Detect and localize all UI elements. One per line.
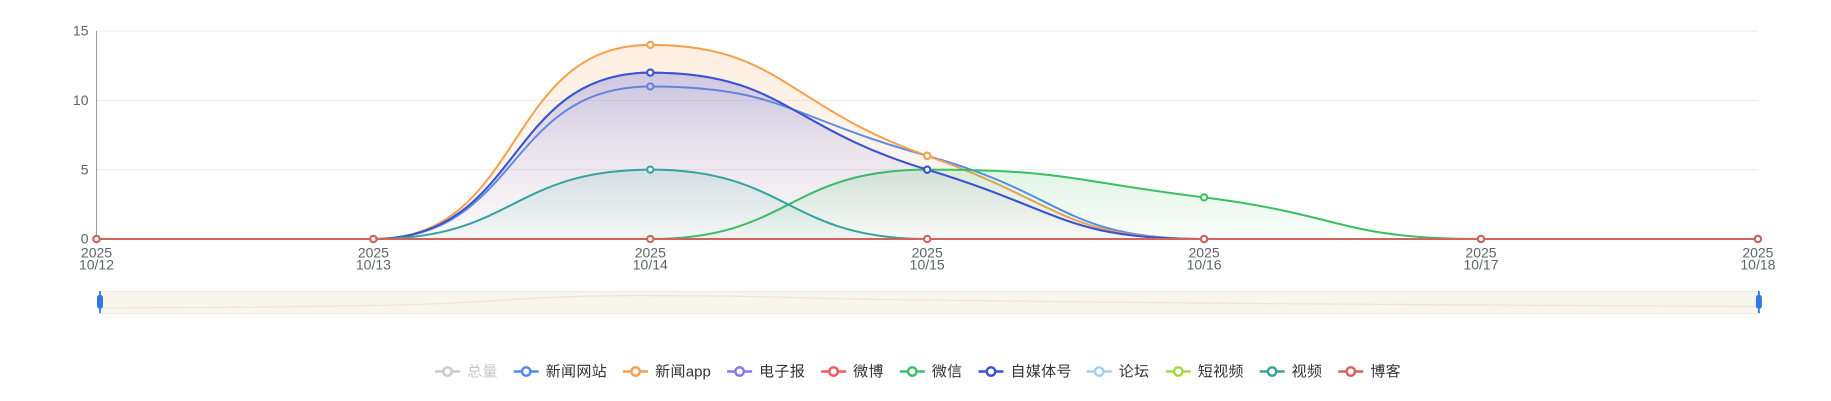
svg-text:10/16: 10/16 — [1187, 257, 1222, 273]
svg-text:10/12: 10/12 — [79, 257, 114, 273]
svg-text:10/17: 10/17 — [1463, 257, 1498, 273]
svg-text:10/18: 10/18 — [1740, 257, 1775, 273]
svg-text:2025: 2025 — [1465, 245, 1496, 261]
svg-text:app: app — [686, 364, 711, 381]
svg-text:15: 15 — [73, 23, 89, 39]
svg-text:2025: 2025 — [635, 245, 666, 261]
svg-text:2025: 2025 — [912, 245, 943, 261]
svg-text:2025: 2025 — [1189, 245, 1220, 261]
svg-text:0: 0 — [81, 231, 89, 247]
svg-text:2025: 2025 — [1742, 245, 1773, 261]
svg-text:2025: 2025 — [358, 245, 389, 261]
svg-text:10/14: 10/14 — [633, 257, 668, 273]
svg-text:10/13: 10/13 — [356, 257, 391, 273]
svg-text:10/15: 10/15 — [910, 257, 945, 273]
svg-text:10: 10 — [73, 92, 89, 108]
svg-text:5: 5 — [81, 161, 89, 177]
svg-text:2025: 2025 — [81, 245, 112, 261]
